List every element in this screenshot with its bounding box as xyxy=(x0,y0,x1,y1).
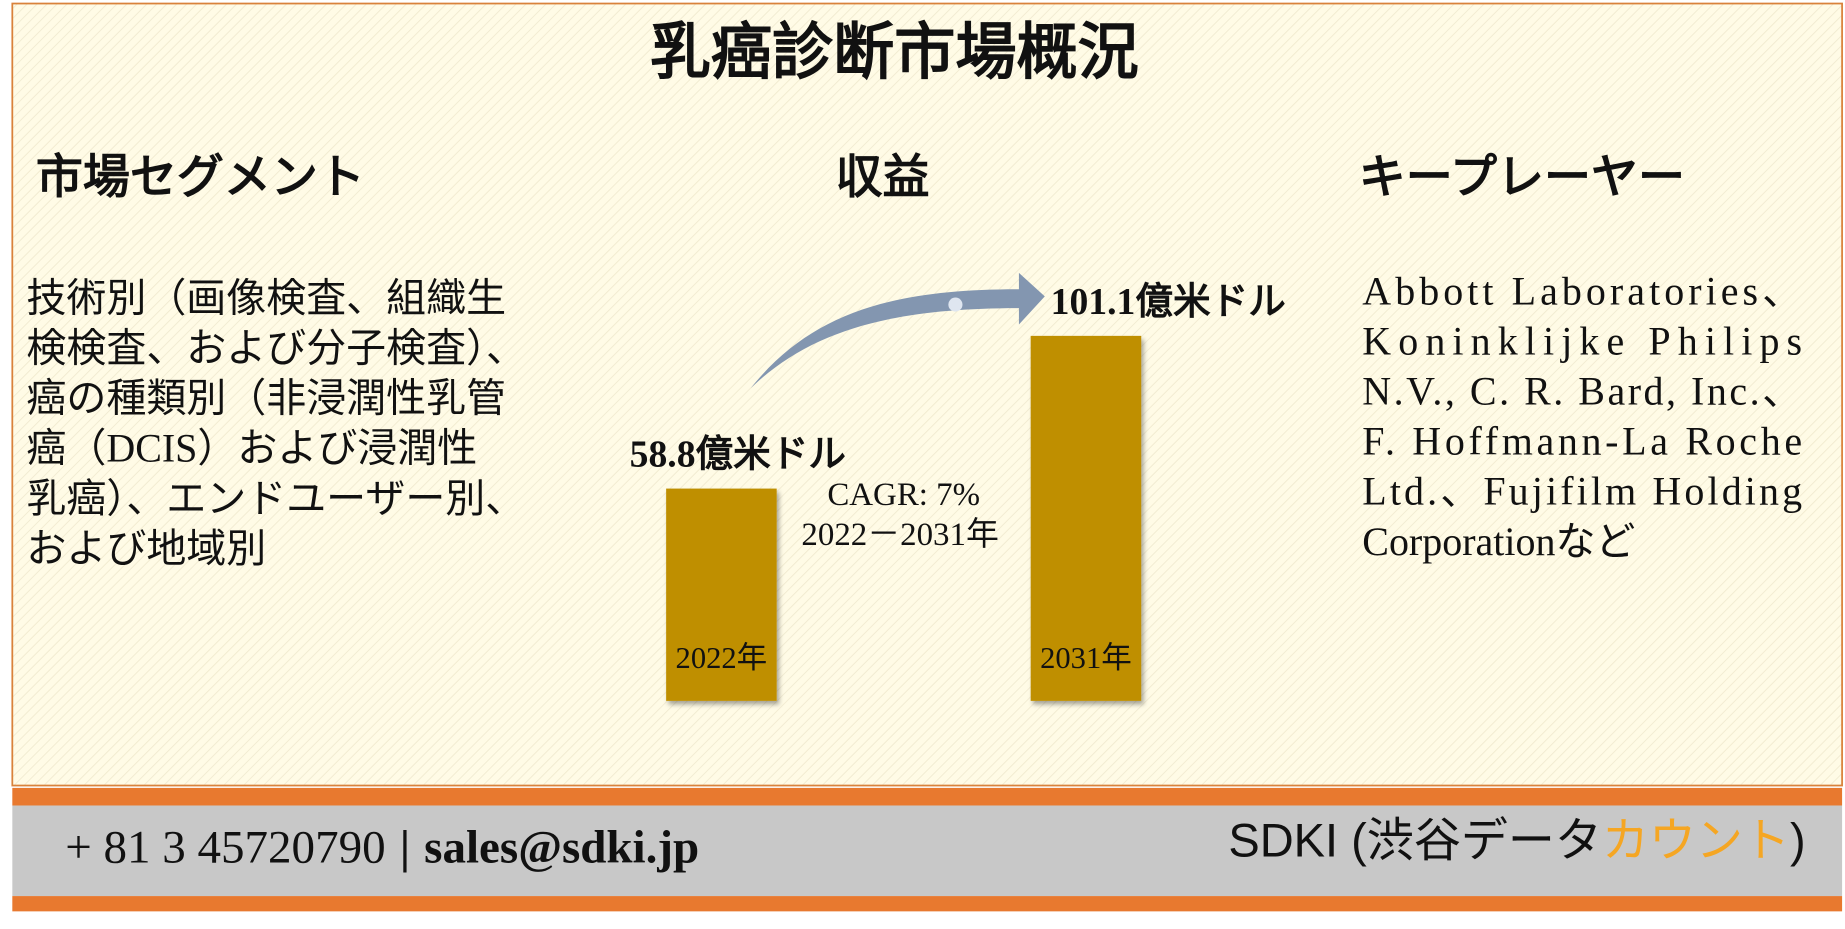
cagr-period: 2022－2031年 xyxy=(801,516,998,553)
bar-value-label: 58.8億米ドル xyxy=(630,434,846,476)
segment-heading: 市場セグメント xyxy=(36,152,365,204)
player-line: N.V., C. R. Bard, Inc.、 xyxy=(1362,369,1802,414)
footer-bar xyxy=(12,805,1843,897)
segment-line: および地域別 xyxy=(26,526,266,571)
player-line: Ltd.、Fujifilm Holding xyxy=(1362,469,1802,514)
brand-name: SDKI (渋谷データ xyxy=(1228,814,1602,867)
player-line: Corporationなど xyxy=(1362,519,1635,564)
segment-text: 技術別（画像検査、組織生検検査、および分子検査）、癌の種類別（非浸潤性乳管癌（D… xyxy=(26,275,526,570)
players-text: Abbott Laboratories、Koninklijke PhilipsN… xyxy=(1362,268,1802,563)
cagr: CAGR: 7% xyxy=(827,477,980,513)
bar-year: 2022年 xyxy=(676,641,768,675)
email: sales@sdki.jp xyxy=(424,821,699,873)
bar xyxy=(1030,335,1142,701)
brand-end: ) xyxy=(1790,814,1806,867)
segment-line: 検検査、および分子検査）、 xyxy=(26,325,526,370)
phone: + 81 3 45720790 xyxy=(65,821,385,873)
segment-line: 癌（DCIS）および浸潤性 xyxy=(26,426,477,471)
growth-arrow xyxy=(750,272,1045,389)
segment-line: 技術別（画像検査、組織生 xyxy=(26,275,506,320)
player-line: F. Hoffmann-La Roche xyxy=(1362,419,1802,464)
players-heading: キープレーヤー xyxy=(1359,152,1685,204)
brand-highlight: カウント xyxy=(1602,814,1790,867)
bar-value-label: 101.1億米ドル xyxy=(1051,281,1286,323)
contact: + 81 3 45720790 | sales@sdki.jp xyxy=(65,821,699,873)
arrow-dot xyxy=(948,297,963,312)
title: 乳癌診断市場概況 xyxy=(650,19,1139,87)
segment-line: 乳癌）、エンドユーザー別、 xyxy=(26,476,525,521)
panel xyxy=(11,2,1843,787)
bar-year: 2031年 xyxy=(1040,641,1132,675)
brand: SDKI (渋谷データカウント) xyxy=(1228,814,1805,867)
footer-band-bottom xyxy=(12,896,1843,912)
footer-band-top xyxy=(12,787,1843,806)
revenue-heading: 収益 xyxy=(835,152,929,204)
separator: | xyxy=(400,821,410,873)
segment-line: 癌の種類別（非浸潤性乳管 xyxy=(26,376,506,421)
revenue-chart: CAGR: 7% 2022－2031年 2022年 58.8億米ドル 2031年 10… xyxy=(630,272,1286,701)
bar xyxy=(666,488,777,701)
player-line: Koninklijke Philips xyxy=(1362,318,1802,363)
